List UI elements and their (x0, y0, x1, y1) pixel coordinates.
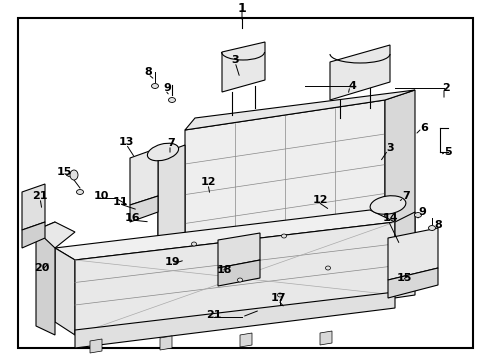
Polygon shape (329, 45, 389, 100)
Text: 12: 12 (200, 177, 215, 187)
Text: 1: 1 (237, 1, 246, 14)
Text: 18: 18 (216, 265, 231, 275)
Text: 14: 14 (382, 213, 397, 223)
Text: 9: 9 (163, 83, 171, 93)
Polygon shape (387, 268, 437, 298)
Polygon shape (22, 184, 45, 230)
Polygon shape (155, 258, 414, 302)
Text: 21: 21 (206, 310, 221, 320)
Text: 17: 17 (270, 293, 285, 303)
Polygon shape (130, 196, 158, 222)
Polygon shape (90, 339, 102, 353)
Text: 3: 3 (386, 143, 393, 153)
Text: 7: 7 (167, 138, 175, 148)
Text: 16: 16 (124, 213, 140, 223)
Polygon shape (319, 331, 331, 345)
Polygon shape (240, 333, 251, 347)
Polygon shape (130, 148, 158, 205)
Text: 6: 6 (419, 123, 427, 133)
Polygon shape (55, 210, 394, 260)
Polygon shape (160, 336, 172, 350)
Polygon shape (36, 222, 55, 335)
Polygon shape (218, 233, 260, 268)
Text: 8: 8 (144, 67, 152, 77)
Polygon shape (36, 222, 75, 248)
Ellipse shape (325, 266, 330, 270)
Text: 15: 15 (395, 273, 411, 283)
Ellipse shape (369, 196, 405, 214)
Text: 20: 20 (34, 263, 50, 273)
Text: 5: 5 (443, 147, 451, 157)
Ellipse shape (277, 293, 282, 297)
Polygon shape (75, 292, 394, 348)
Ellipse shape (70, 170, 78, 180)
Polygon shape (175, 268, 414, 330)
Text: 19: 19 (164, 257, 180, 267)
Text: 11: 11 (112, 197, 127, 207)
Polygon shape (387, 228, 437, 280)
Text: 12: 12 (312, 195, 327, 205)
Text: 15: 15 (56, 167, 72, 177)
Text: 7: 7 (401, 191, 409, 201)
Text: 2: 2 (441, 83, 449, 93)
Polygon shape (75, 222, 394, 335)
Polygon shape (155, 290, 175, 330)
Polygon shape (222, 42, 264, 92)
Text: 9: 9 (417, 207, 425, 217)
Ellipse shape (168, 98, 175, 103)
Polygon shape (218, 260, 260, 286)
Polygon shape (384, 90, 414, 270)
Polygon shape (158, 145, 184, 300)
Text: 4: 4 (347, 81, 355, 91)
Text: 8: 8 (433, 220, 441, 230)
Polygon shape (22, 222, 45, 248)
Ellipse shape (191, 242, 196, 246)
Polygon shape (55, 248, 75, 335)
Text: 13: 13 (118, 137, 133, 147)
Polygon shape (158, 155, 184, 300)
Ellipse shape (427, 226, 435, 230)
Polygon shape (394, 212, 414, 295)
Ellipse shape (414, 212, 421, 217)
Text: 21: 21 (32, 191, 48, 201)
Ellipse shape (151, 84, 158, 89)
Ellipse shape (147, 143, 178, 161)
Ellipse shape (76, 190, 83, 194)
Ellipse shape (281, 234, 286, 238)
Text: 3: 3 (231, 55, 238, 65)
Polygon shape (184, 90, 414, 130)
Ellipse shape (237, 278, 242, 282)
Text: 10: 10 (93, 191, 108, 201)
Polygon shape (184, 100, 384, 300)
